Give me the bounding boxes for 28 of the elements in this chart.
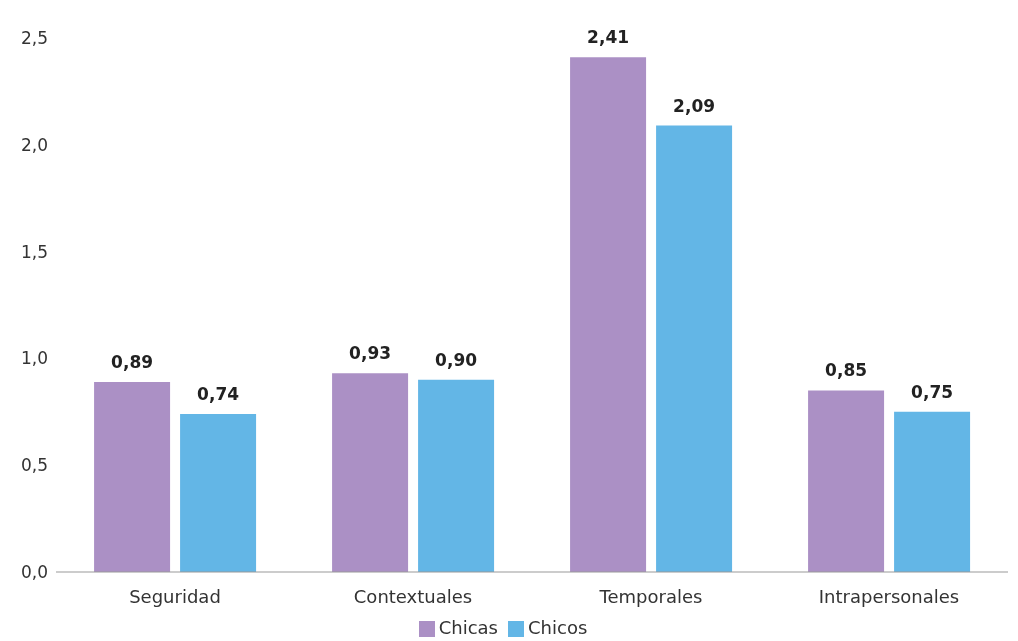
y-tick-label: 2,0 xyxy=(20,134,48,155)
x-tick-label: Seguridad xyxy=(129,585,221,607)
data-label: 0,75 xyxy=(911,381,954,402)
bar xyxy=(180,413,257,572)
legend-label: Chicos xyxy=(528,617,588,638)
y-tick-label: 0,0 xyxy=(20,562,48,583)
x-tick-label: Temporales xyxy=(598,585,703,607)
bar xyxy=(570,57,647,572)
y-tick-label: 1,0 xyxy=(20,348,48,369)
bar xyxy=(332,373,409,572)
x-tick-label: Intrapersonales xyxy=(818,585,960,607)
bar xyxy=(418,379,495,572)
bar xyxy=(656,125,733,572)
y-tick-label: 1,5 xyxy=(20,241,48,262)
data-label: 0,89 xyxy=(111,351,154,372)
bar xyxy=(94,381,171,572)
bar xyxy=(808,390,885,572)
bar xyxy=(894,411,971,572)
data-label: 0,90 xyxy=(435,349,478,370)
data-label: 0,93 xyxy=(349,343,392,364)
data-label: 0,74 xyxy=(197,383,240,404)
y-tick-label: 0,5 xyxy=(20,455,48,476)
x-tick-label: Contextuales xyxy=(353,585,473,607)
legend-label: Chicas xyxy=(438,617,499,638)
data-label: 2,09 xyxy=(673,95,716,116)
data-label: 0,85 xyxy=(825,360,868,381)
y-tick-label: 2,5 xyxy=(20,28,48,49)
data-label: 2,41 xyxy=(587,27,630,48)
